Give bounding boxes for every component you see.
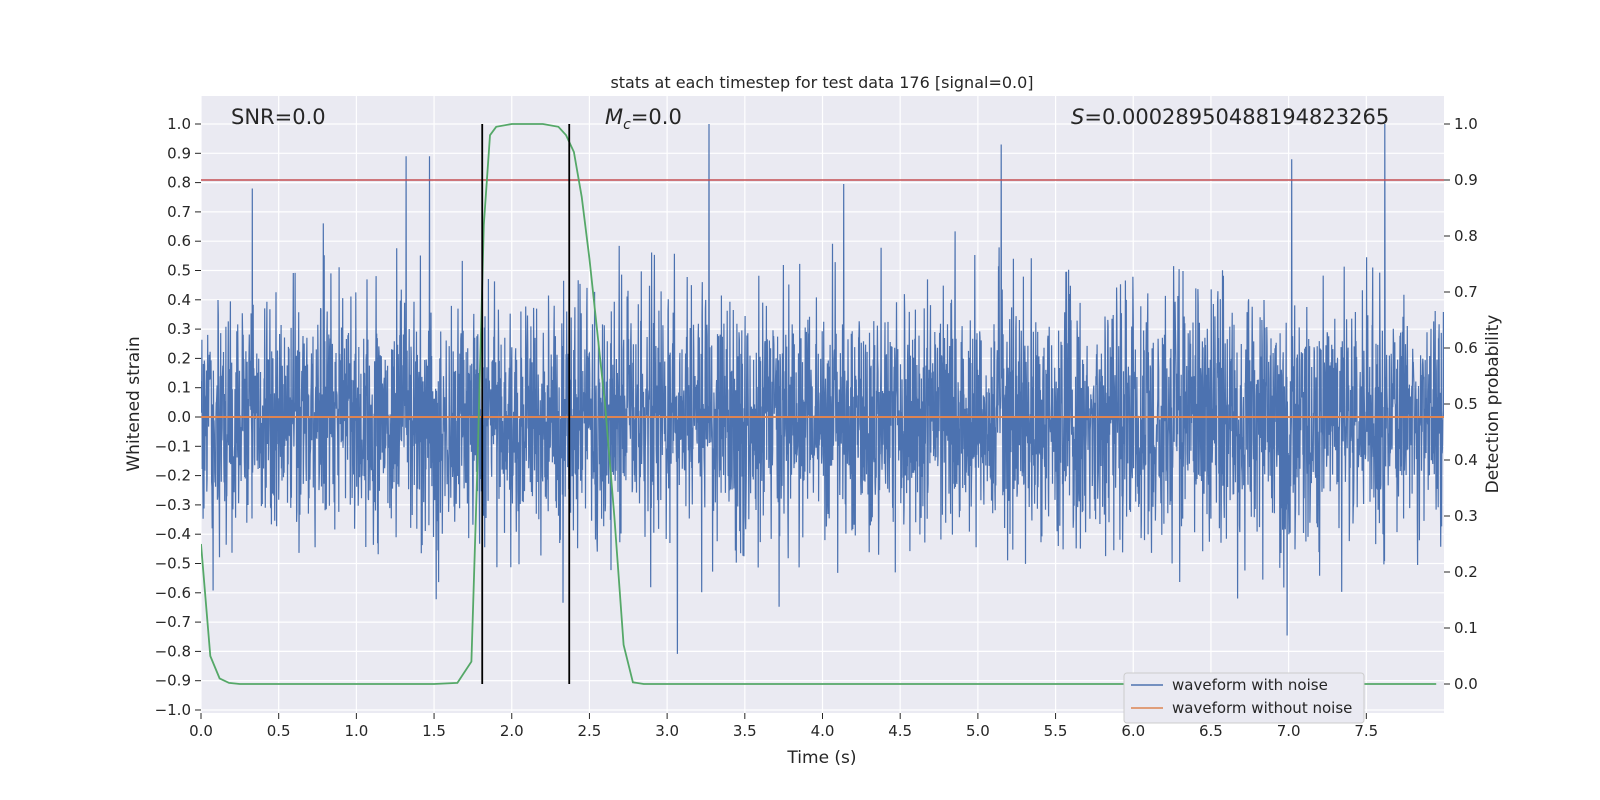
data-layer	[201, 123, 1444, 685]
x-tick-label: 2.0	[500, 722, 524, 740]
x-tick-label: 6.0	[1121, 722, 1145, 740]
y-right-tick-label: 0.5	[1454, 395, 1478, 413]
y-axis-right-label: Detection probability	[1483, 315, 1503, 494]
y-tick-label: −0.8	[155, 642, 191, 660]
y-tick-label: −0.2	[155, 467, 191, 485]
y-tick-label: 0.2	[167, 349, 191, 367]
y-right-tick-label: 0.0	[1454, 675, 1478, 693]
x-axis-label: Time (s)	[786, 748, 856, 768]
x-tick-label: 7.5	[1354, 722, 1378, 740]
y-axis-label: Whitened strain	[124, 336, 144, 471]
x-tick-label: 4.0	[811, 722, 835, 740]
x-tick-label: 5.0	[966, 722, 990, 740]
y-tick-label: 0.3	[167, 320, 191, 338]
y-tick-label: −0.6	[155, 584, 191, 602]
y-tick-label: 0.1	[167, 379, 191, 397]
y-tick-label: −1.0	[155, 701, 191, 719]
mc-subscript: c	[623, 117, 631, 133]
mc-symbol: M	[605, 105, 623, 129]
legend-box	[1123, 672, 1365, 724]
y-tick-label: −0.5	[155, 555, 191, 573]
series-detection-probability	[201, 123, 1437, 685]
x-tick-label: 7.0	[1277, 722, 1301, 740]
y-tick-label: −0.1	[155, 437, 191, 455]
y-tick-label: −0.4	[155, 525, 191, 543]
x-tick-label: 0.0	[189, 722, 213, 740]
x-tick-label: 1.5	[422, 722, 446, 740]
s-symbol: S	[1071, 105, 1084, 129]
chirp-mass-annotation: Mc=0.0	[605, 105, 682, 133]
y-right-tick-label: 0.1	[1454, 619, 1478, 637]
legend-label-noise: waveform with noise	[1172, 676, 1328, 694]
y-right-tick-label: 0.9	[1454, 171, 1478, 189]
y-tick-label: −0.7	[155, 613, 191, 631]
y-tick-label: 0.0	[167, 408, 191, 426]
x-tick-label: 6.5	[1199, 722, 1223, 740]
y-right-tick-label: 0.6	[1454, 339, 1478, 357]
y-tick-label: 0.4	[167, 291, 191, 309]
y-right-tick-label: 0.3	[1454, 507, 1478, 525]
legend: waveform with noise waveform without noi…	[1123, 672, 1365, 724]
mc-value: =0.0	[631, 105, 682, 129]
y-tick-label: 0.5	[167, 262, 191, 280]
snr-annotation: SNR=0.0	[231, 105, 326, 129]
y-tick-label: 0.6	[167, 232, 191, 250]
legend-label-clean: waveform without noise	[1172, 699, 1352, 717]
x-tick-label: 1.0	[344, 722, 368, 740]
chart-title: stats at each timestep for test data 176…	[610, 73, 1033, 92]
y-tick-label: 0.7	[167, 203, 191, 221]
y-tick-label: 0.8	[167, 174, 191, 192]
x-tick-label: 4.5	[888, 722, 912, 740]
y-tick-label: 0.9	[167, 144, 191, 162]
score-annotation: S=0.00028950488194823265	[1071, 105, 1389, 129]
x-tick-label: 2.5	[578, 722, 602, 740]
s-value: =0.00028950488194823265	[1084, 105, 1389, 129]
x-tick-label: 3.0	[655, 722, 679, 740]
y-right-tick-label: 0.4	[1454, 451, 1478, 469]
y-right-tick-label: 0.7	[1454, 283, 1478, 301]
x-tick-label: 0.5	[267, 722, 291, 740]
y-tick-label: 1.0	[167, 115, 191, 133]
x-tick-label: 3.5	[733, 722, 757, 740]
y-tick-label: −0.9	[155, 672, 191, 690]
series-waveform-with-noise	[201, 123, 1444, 654]
y-right-tick-label: 1.0	[1454, 115, 1478, 133]
y-tick-label: −0.3	[155, 496, 191, 514]
y-right-tick-label: 0.8	[1454, 227, 1478, 245]
y-right-tick-label: 0.2	[1454, 563, 1478, 581]
x-tick-label: 5.5	[1044, 722, 1068, 740]
